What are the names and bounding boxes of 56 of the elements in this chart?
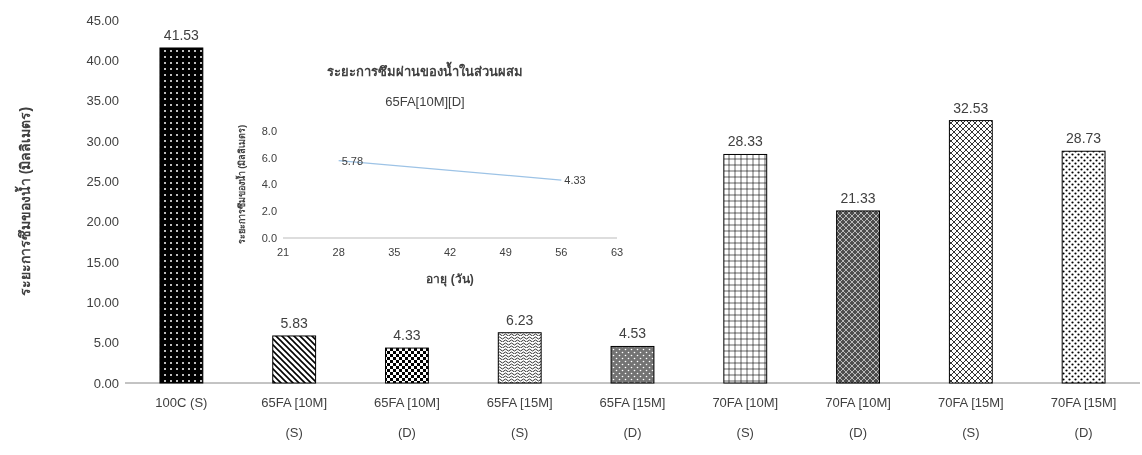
y-axis-title: ระยะการซึมของน้ำ (มิลลิเมตร) — [14, 106, 33, 297]
bar — [497, 332, 542, 384]
x-axis-title: อายุ (วัน) — [426, 272, 474, 287]
bar — [385, 347, 429, 384]
y-tick-label: 10.00 — [86, 294, 119, 310]
data-label: 28.73 — [1066, 130, 1102, 147]
data-label: 6.23 — [506, 311, 534, 328]
bar — [948, 120, 993, 384]
x-tick-label: 70FA [10M] (S) — [712, 395, 779, 440]
y-tick-label: 6.0 — [261, 151, 277, 164]
y-tick-label: 25.00 — [86, 173, 119, 189]
y-tick-label: 30.00 — [86, 133, 119, 149]
bar — [610, 345, 655, 384]
data-label: 4.33 — [393, 327, 421, 344]
data-label: 21.33 — [840, 189, 876, 206]
data-label: 32.53 — [953, 99, 989, 116]
bar — [272, 335, 317, 384]
data-label: 5.83 — [280, 314, 308, 331]
y-tick-label: 8.0 — [261, 124, 277, 137]
chart-title: ระยะการซึมผ่านของน้ำในส่วนผสม — [327, 61, 523, 79]
y-tick-label: 20.00 — [86, 214, 119, 230]
y-tick-label: 2.0 — [261, 205, 277, 218]
chart-subtitle: 65FA[10M][D] — [385, 94, 465, 109]
data-label: 4.33 — [564, 174, 586, 187]
y-tick-label: 45.00 — [86, 12, 119, 28]
x-tick-label: 65FA [15M] (D) — [599, 395, 666, 440]
bar — [836, 210, 880, 384]
bar — [723, 153, 768, 384]
data-label: 5.78 — [341, 154, 364, 167]
data-label: 28.33 — [727, 133, 763, 150]
x-tick-label: 100C (S) — [155, 395, 208, 410]
x-tick-label: 70FA [15M] (D) — [1050, 395, 1117, 440]
x-tick-label: 35 — [388, 246, 401, 258]
y-tick-label: 5.00 — [93, 335, 119, 351]
x-tick-label: 65FA [15M] (S) — [486, 395, 553, 440]
data-label: 4.53 — [618, 325, 647, 342]
x-tick-label: 28 — [332, 246, 345, 258]
data-label: 41.53 — [163, 26, 200, 43]
x-tick-label: 21 — [276, 246, 290, 258]
y-tick-label: 0.0 — [261, 231, 277, 244]
x-tick-label: 49 — [499, 246, 512, 258]
x-tick-label: 70FA [10M] (D) — [825, 395, 891, 440]
y-tick-label: 0.00 — [93, 375, 119, 391]
x-tick-label: 63 — [610, 246, 624, 258]
bar — [159, 47, 204, 384]
y-axis-title: ระยะการซึมของน้ำ (มิลลิเมตร) — [235, 124, 247, 245]
y-tick-label: 40.00 — [86, 52, 119, 68]
x-tick-label: 65FA [10M] (S) — [261, 395, 328, 440]
y-tick-label: 35.00 — [86, 93, 119, 109]
x-tick-label: 56 — [555, 246, 568, 258]
y-tick-label: 4.0 — [261, 178, 277, 191]
x-tick-label: 65FA [10M] (D) — [374, 395, 440, 440]
x-tick-label: 70FA [15M] (S) — [937, 395, 1004, 440]
y-tick-label: 15.00 — [86, 254, 119, 270]
bar — [1061, 150, 1106, 384]
x-tick-label: 42 — [443, 246, 457, 258]
